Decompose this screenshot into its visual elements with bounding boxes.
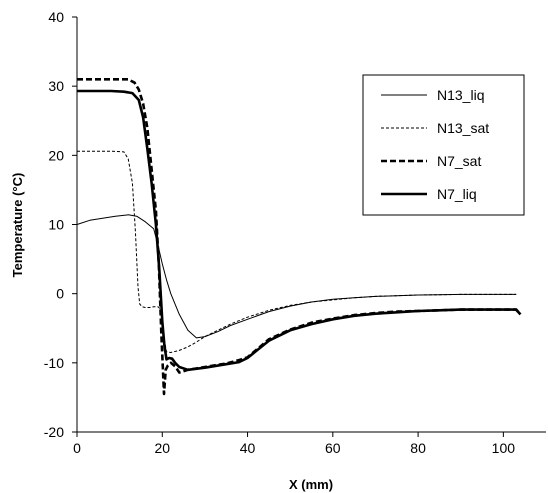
legend-label: N7_sat [437, 153, 481, 169]
x-tick-label: 40 [240, 440, 256, 456]
legend-label: N13_sat [437, 120, 489, 136]
legend: N13_liq N13_sat N7_sat N7_liq [362, 74, 525, 216]
series-line-n13-liq [76, 214, 517, 339]
y-tick-label: -10 [44, 355, 64, 371]
series-line-n13-sat [77, 150, 517, 353]
series-layer [76, 78, 522, 396]
y-tick-label: -20 [44, 424, 64, 440]
x-tick-label: 20 [154, 440, 170, 456]
x-tick-label: 0 [73, 440, 81, 456]
y-tick-label: 0 [56, 286, 64, 302]
x-tick-label: 100 [492, 440, 516, 456]
legend-label: N13_liq [437, 87, 484, 103]
legend-box [362, 74, 525, 216]
y-axis-label: Temperature (°C) [10, 173, 25, 278]
y-tick-label: 20 [48, 147, 64, 163]
x-tick-label: 80 [410, 440, 426, 456]
x-axis-label: X (mm) [289, 477, 333, 492]
series-line-n7-liq [77, 89, 522, 372]
y-tick-label: 40 [48, 9, 64, 25]
y-tick-label: 30 [48, 78, 64, 94]
legend-label: N7_liq [437, 186, 477, 202]
y-tick-label: 10 [48, 217, 64, 233]
x-tick-label: 60 [325, 440, 341, 456]
ticks-layer: 0 20 40 60 80 100 -20 -10 0 10 20 30 40 [44, 9, 515, 456]
